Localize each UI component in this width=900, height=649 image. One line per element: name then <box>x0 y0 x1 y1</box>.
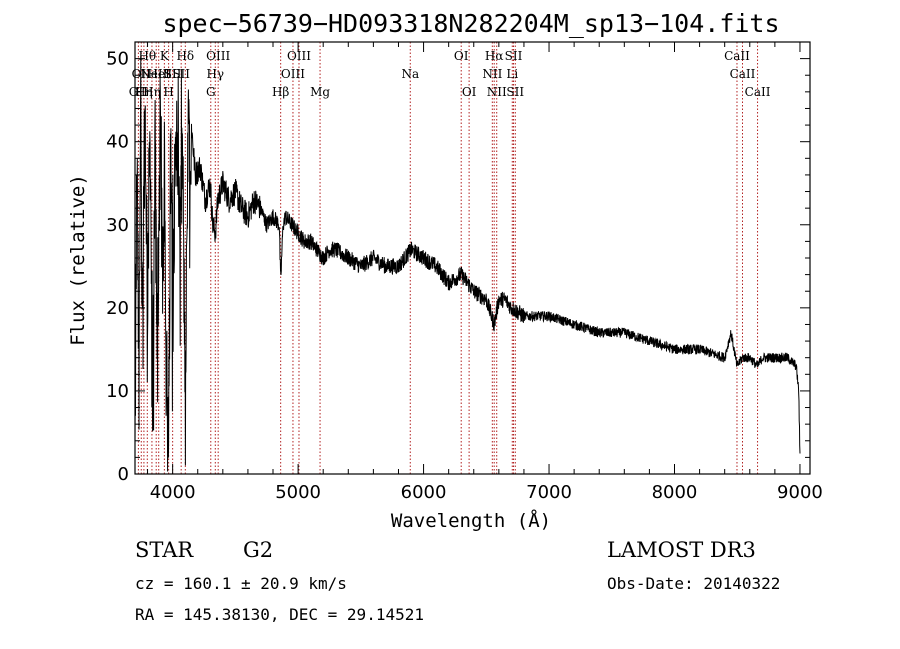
axis-ticks: 4000 5000 6000 7000 8000 9000 0 10 20 30 40 50 <box>106 42 823 503</box>
object-subclass: G2 <box>243 538 273 562</box>
line-marker-label: SII <box>172 67 190 81</box>
x-tick-label: 8000 <box>652 482 698 503</box>
y-axis-label: Flux (relative) <box>67 174 89 346</box>
line-marker-label: Mg <box>310 85 330 99</box>
line-marker-labels: OIIOIIHηHθHηNeIIIHeIKHSIIHδSIIGHγOIIIHβO… <box>129 49 771 99</box>
x-tick-label: 6000 <box>401 482 447 503</box>
object-class: STAR <box>135 538 194 562</box>
x-axis-label: Wavelength (Å) <box>391 509 551 532</box>
line-marker-label: OIII <box>287 49 311 63</box>
plot-frame <box>134 41 811 475</box>
line-marker-label: SII <box>505 49 523 63</box>
line-marker-label: CaII <box>724 49 750 63</box>
y-tick-label: 50 <box>106 49 129 70</box>
spectrum-layer <box>134 56 801 472</box>
line-marker-label: K <box>160 49 170 63</box>
line-marker-label: Hδ <box>176 49 194 63</box>
line-marker-label: Hη <box>135 85 153 99</box>
line-marker-label: OIII <box>281 67 305 81</box>
x-tick-label: 5000 <box>275 482 321 503</box>
line-marker-label: SII <box>506 85 524 99</box>
line-marker-label: Na <box>401 67 419 81</box>
survey-name: LAMOST DR3 <box>607 538 756 562</box>
line-marker-label: Hγ <box>206 67 224 81</box>
line-marker-label: HeI <box>148 67 171 81</box>
redshift-velocity: cz = 160.1 ± 20.9 km/s <box>135 574 347 593</box>
line-marker-label: Hα <box>485 49 504 63</box>
x-tick-label: 4000 <box>150 482 196 503</box>
y-tick-label: 0 <box>118 464 129 485</box>
y-tick-label: 40 <box>106 132 129 153</box>
line-marker-label: OII <box>129 85 149 99</box>
x-tick-label: 7000 <box>526 482 572 503</box>
line-marker-label: G <box>206 85 216 99</box>
observation-date: Obs-Date: 20140322 <box>607 574 780 593</box>
line-marker-label: NeIII <box>140 67 172 81</box>
line-marker-label: Li <box>506 67 518 81</box>
line-marker-label: SII <box>164 67 182 81</box>
line-marker-label: Hθ <box>138 49 156 63</box>
y-tick-label: 30 <box>106 215 129 236</box>
spectrum-line <box>134 56 801 472</box>
line-marker-label: OIII <box>206 49 230 63</box>
line-marker-label: OI <box>462 85 477 99</box>
x-tick-label: 9000 <box>777 482 823 503</box>
line-marker-label: OI <box>454 49 469 63</box>
line-marker-label: H <box>163 85 173 99</box>
line-marker-label: CaII <box>745 85 771 99</box>
y-tick-label: 20 <box>106 298 129 319</box>
coordinates: RA = 145.38130, DEC = 29.14521 <box>135 605 424 624</box>
line-marker-label: Hβ <box>272 85 289 99</box>
y-tick-label: 10 <box>106 381 129 402</box>
line-marker-label: OII <box>132 67 152 81</box>
line-marker-layer <box>137 42 759 474</box>
line-marker-label: NII <box>487 85 507 99</box>
line-marker-label: NII <box>482 67 502 81</box>
chart-title: spec−56739−HD093318N282204M_sp13−104.fit… <box>162 9 779 38</box>
line-marker-label: CaII <box>730 67 756 81</box>
line-marker-label: Hη <box>143 85 161 99</box>
